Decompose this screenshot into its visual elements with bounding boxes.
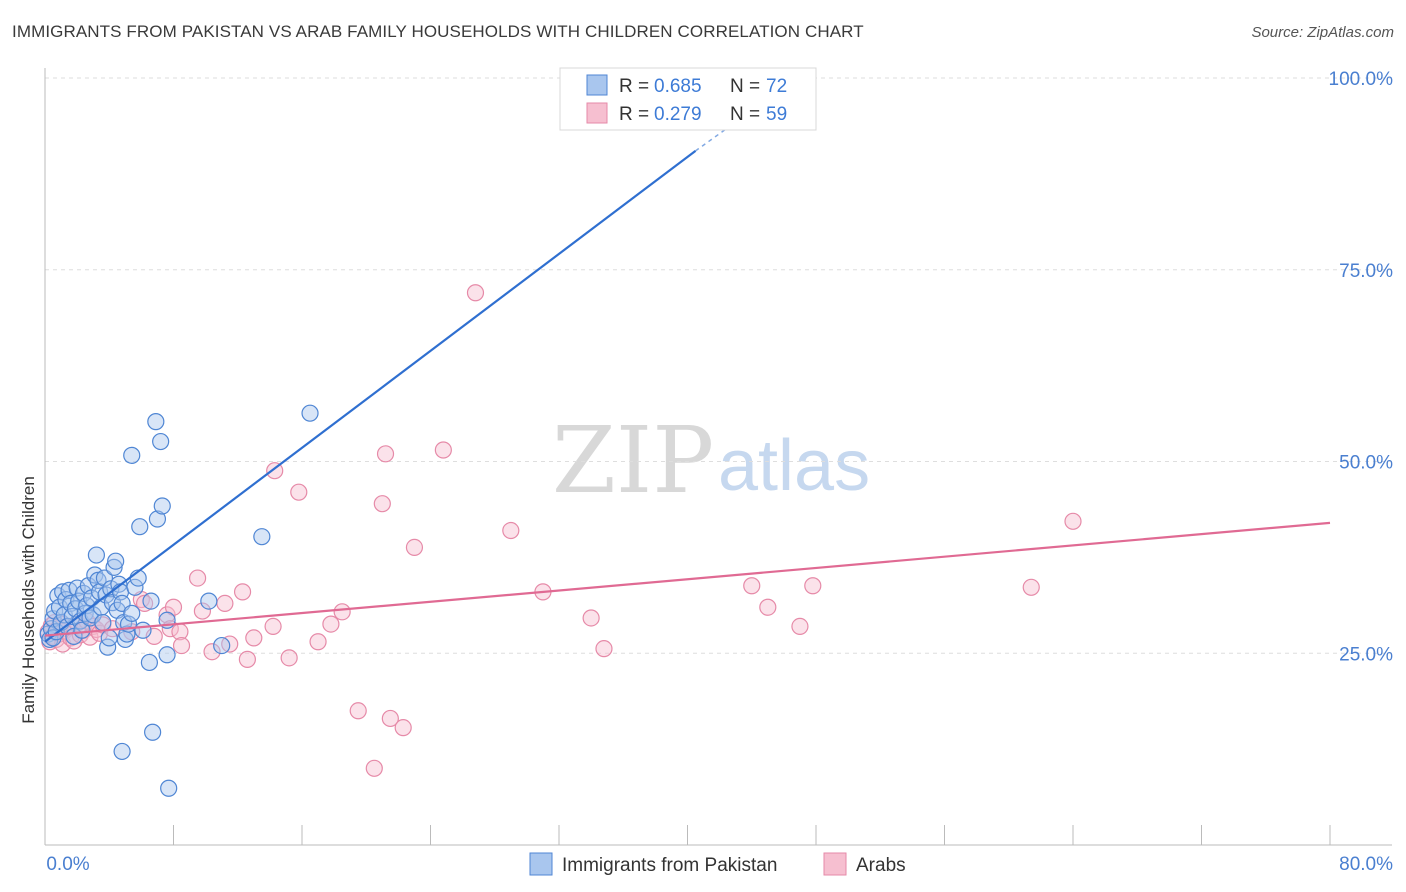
pakistan-point xyxy=(87,546,106,564)
arabs-point xyxy=(216,594,234,612)
pakistan-point xyxy=(253,528,271,546)
pakistan-point xyxy=(148,510,167,528)
bottom-legend-swatch-pakistan xyxy=(529,852,553,876)
pakistan-point xyxy=(86,566,104,584)
arabs-point xyxy=(245,629,263,647)
arabs-point xyxy=(233,583,252,601)
legend-n-label-pakistan: N = xyxy=(730,76,760,97)
x-tick-label-max: 80.0% xyxy=(1339,854,1393,875)
pakistan-point xyxy=(200,592,218,610)
arabs-point xyxy=(349,702,367,720)
arabs-point xyxy=(188,569,207,587)
legend-swatch-arabs xyxy=(586,102,608,124)
bottom-legend-label-arabs: Arabs xyxy=(856,855,906,876)
pakistan-point xyxy=(152,432,170,451)
legend-r-label-arabs: R = xyxy=(619,104,649,125)
arabs-point xyxy=(376,445,395,463)
arabs-point xyxy=(1064,512,1082,530)
arabs-point xyxy=(193,602,212,620)
pakistan-point xyxy=(126,578,144,596)
pakistan-point xyxy=(94,613,112,632)
pakistan-point xyxy=(105,558,123,576)
pakistan-point xyxy=(140,653,159,672)
pakistan-trend-line xyxy=(44,149,697,643)
axes: 25.0% 50.0% 75.0% 100.0% 0.0% 80.0% xyxy=(44,68,1394,875)
arabs-point xyxy=(172,636,191,655)
arabs-point xyxy=(373,495,391,513)
legend-n-label-arabs: N = xyxy=(730,104,760,125)
arabs-point xyxy=(238,650,256,668)
watermark-atlas: atlas xyxy=(718,426,870,506)
y-tick-label: 50.0% xyxy=(1339,453,1393,474)
pakistan-point xyxy=(73,621,91,639)
pakistan-point xyxy=(123,446,141,464)
chart-title: IMMIGRANTS FROM PAKISTAN VS ARAB FAMILY … xyxy=(12,22,864,41)
arabs-point xyxy=(203,643,221,661)
watermark-zip: ZIP xyxy=(552,407,714,514)
arabs-point xyxy=(264,617,282,636)
pakistan-trend-extension xyxy=(695,127,729,152)
arabs-point xyxy=(743,577,761,595)
pakistan-point xyxy=(213,636,231,655)
pakistan-point xyxy=(95,569,114,587)
arabs-point xyxy=(595,640,613,658)
arabs-point xyxy=(309,633,327,651)
arabs-point xyxy=(582,609,600,627)
pakistan-point xyxy=(142,592,160,610)
arabs-point xyxy=(791,617,809,636)
pakistan-point xyxy=(160,779,178,797)
arabs-point xyxy=(394,719,412,737)
arabs-point xyxy=(365,759,383,777)
x-tick-label-min: 0.0% xyxy=(46,854,89,875)
source-label: Source: ZipAtlas.com xyxy=(1251,24,1394,41)
arabs-points xyxy=(39,284,1082,777)
legend-r-label-pakistan: R = xyxy=(619,76,649,97)
legend-box: R = 0.685 N = 72 R = 0.279 N = 59 xyxy=(559,67,817,131)
legend-n-value-arabs: 59 xyxy=(766,104,787,125)
arabs-point xyxy=(434,441,452,459)
legend-r-value-arabs: 0.279 xyxy=(654,104,702,125)
pakistan-point xyxy=(100,629,118,647)
arabs-point xyxy=(333,603,351,621)
legend-n-value-pakistan: 72 xyxy=(766,76,787,97)
arabs-trend-line xyxy=(44,521,1331,637)
pakistan-point xyxy=(107,552,125,570)
arabs-point xyxy=(405,538,424,557)
legend-swatch-pakistan xyxy=(586,74,608,96)
pakistan-point xyxy=(301,404,319,422)
arabs-point xyxy=(290,483,308,501)
arabs-point xyxy=(322,615,340,633)
y-axis-label: Family Households with Children xyxy=(19,476,38,724)
y-tick-label: 75.0% xyxy=(1339,261,1393,282)
pakistan-point xyxy=(131,518,149,536)
arabs-point xyxy=(759,598,777,616)
y-tick-label: 100.0% xyxy=(1329,69,1394,90)
legend-r-value-pakistan: 0.685 xyxy=(654,76,702,97)
pakistan-point xyxy=(153,497,171,515)
bottom-legend: Immigrants from Pakistan Arabs xyxy=(529,852,906,876)
pakistan-point xyxy=(123,604,141,622)
gridlines xyxy=(45,77,1392,654)
arabs-point xyxy=(1022,578,1040,596)
pakistan-point xyxy=(144,723,162,741)
arabs-point xyxy=(381,709,399,728)
arabs-point xyxy=(280,649,298,667)
pakistan-point xyxy=(102,580,120,598)
arabs-point xyxy=(502,521,520,540)
pakistan-point xyxy=(158,646,176,664)
arabs-point xyxy=(466,284,485,302)
pakistan-point xyxy=(134,621,152,639)
pakistan-point xyxy=(147,413,165,431)
pakistan-point xyxy=(81,609,99,627)
y-tick-label: 25.0% xyxy=(1339,644,1393,665)
bottom-legend-swatch-arabs xyxy=(823,852,847,876)
trend-lines xyxy=(44,127,1331,643)
arabs-point xyxy=(804,577,822,595)
pakistan-point xyxy=(113,742,131,761)
bottom-legend-label-pakistan: Immigrants from Pakistan xyxy=(562,855,777,876)
